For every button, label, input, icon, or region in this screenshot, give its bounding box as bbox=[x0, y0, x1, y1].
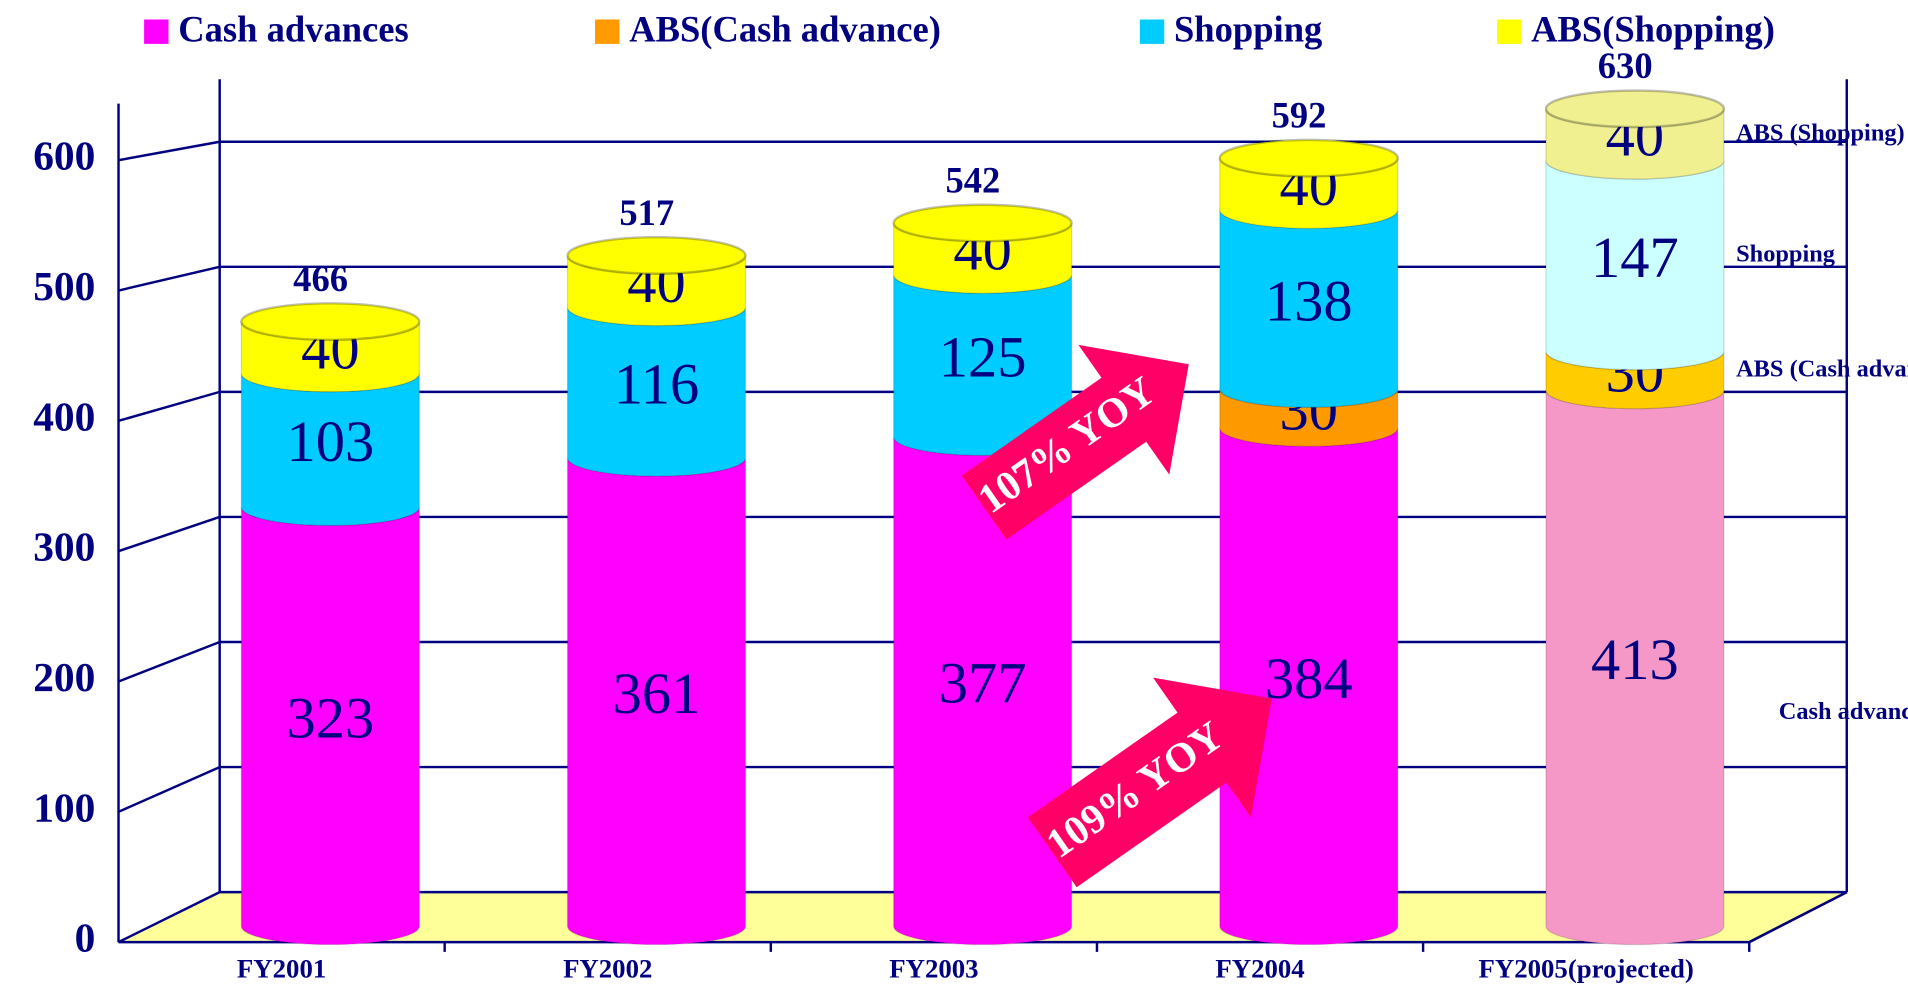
x-tick-label: FY2005(projected) bbox=[1479, 954, 1694, 984]
legend-swatch bbox=[1496, 19, 1522, 44]
y-tick-label: 100 bbox=[33, 784, 95, 830]
legend-swatch bbox=[144, 19, 169, 44]
total-label: 542 bbox=[945, 159, 1000, 200]
total-label: 466 bbox=[293, 258, 348, 299]
legend-label: Shopping bbox=[1174, 8, 1322, 49]
segment-label: 125 bbox=[939, 325, 1027, 390]
legend-swatch bbox=[595, 19, 620, 44]
total-label: 592 bbox=[1272, 95, 1327, 136]
segment-label: 413 bbox=[1591, 627, 1679, 692]
segment-label: 103 bbox=[286, 409, 374, 474]
side-label: ABS (Shopping) bbox=[1736, 119, 1905, 146]
y-tick-label: 400 bbox=[33, 393, 95, 439]
x-tick-label: FY2003 bbox=[889, 954, 978, 984]
segment-label: 323 bbox=[286, 685, 374, 750]
legend-swatch bbox=[1139, 19, 1165, 44]
total-label: 630 bbox=[1598, 45, 1653, 86]
side-label: Shopping bbox=[1736, 241, 1835, 268]
arrow bbox=[961, 344, 1189, 540]
y-tick-label: 300 bbox=[33, 524, 95, 570]
segment-label: 384 bbox=[1265, 646, 1353, 711]
total-label: 517 bbox=[619, 192, 674, 233]
floor-edge bbox=[1748, 891, 1848, 944]
bars: 3231034046636111640517377125405423843013… bbox=[240, 45, 1908, 946]
bar-cap bbox=[1218, 138, 1399, 178]
bar-cap bbox=[1544, 89, 1726, 129]
bar-cap bbox=[240, 302, 421, 342]
legend-label: ABS(Cash advance) bbox=[629, 8, 941, 49]
y-tick-label: 0 bbox=[75, 915, 96, 961]
side-label: ABS (Cash advances) bbox=[1736, 356, 1908, 383]
legend-label: Cash advances bbox=[178, 8, 409, 49]
y-tick-label: 600 bbox=[33, 133, 95, 179]
x-tick-label: FY2001 bbox=[237, 954, 326, 984]
grid-line bbox=[118, 640, 221, 683]
y-tick-label: 500 bbox=[33, 263, 95, 309]
x-tick-label: FY2004 bbox=[1215, 954, 1304, 984]
grid-line bbox=[118, 765, 221, 813]
segment-label: 116 bbox=[614, 351, 700, 416]
arrow bbox=[1027, 677, 1272, 888]
x-tick-label: FY2002 bbox=[563, 954, 652, 984]
grid-line bbox=[118, 390, 221, 423]
segment-label: 138 bbox=[1265, 268, 1353, 333]
segment-label: 147 bbox=[1591, 225, 1679, 290]
bar-cap bbox=[566, 235, 747, 275]
bar-cap bbox=[892, 203, 1073, 243]
grid-line bbox=[118, 265, 220, 292]
grid-line bbox=[118, 140, 220, 162]
segment-label: 361 bbox=[613, 661, 701, 726]
side-label: Cash advances bbox=[1779, 698, 1908, 725]
legend-label: ABS(Shopping) bbox=[1531, 8, 1775, 49]
legend: Cash advances ABS(Cash advance) Shopping AB… bbox=[144, 8, 1775, 49]
grid-line bbox=[118, 515, 221, 553]
y-tick-label: 200 bbox=[33, 654, 95, 700]
segment-label: 377 bbox=[939, 650, 1027, 715]
